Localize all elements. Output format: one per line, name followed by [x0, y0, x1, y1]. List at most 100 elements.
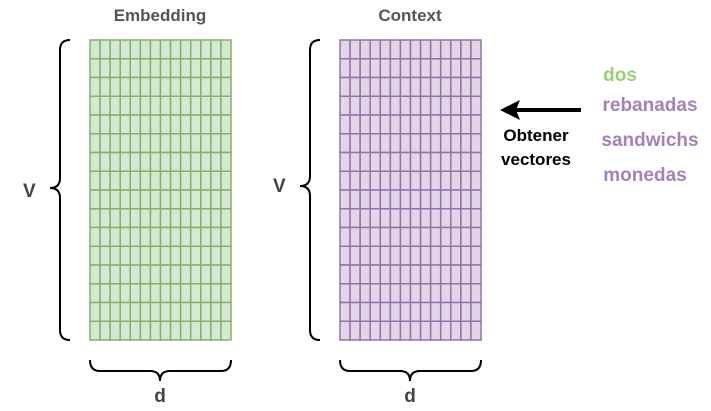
context-cell [419, 245, 432, 266]
embedding-cell [99, 320, 111, 341]
embedding-cell [200, 151, 212, 172]
context-cell [470, 76, 482, 97]
context-cell [369, 283, 382, 304]
context-cell [450, 301, 462, 322]
context-cell [429, 208, 442, 229]
context-cell [359, 264, 371, 285]
embedding-cell [159, 189, 172, 210]
embedding-cell [159, 95, 172, 116]
context-cell [429, 245, 442, 266]
context-cell [349, 245, 361, 266]
embedding-cell [139, 208, 152, 229]
context-cell [389, 245, 402, 266]
embedding-cell [129, 58, 142, 79]
context-cell [379, 114, 392, 135]
context-cell [359, 301, 371, 322]
embedding-cell [129, 208, 142, 229]
context-cell [409, 114, 422, 135]
context-cell [429, 189, 442, 210]
context-cell [450, 264, 462, 285]
context-cell [379, 76, 392, 97]
context-cell [349, 301, 361, 322]
embedding-cell [99, 264, 111, 285]
embedding-cell [189, 58, 202, 79]
context-cell [409, 133, 422, 154]
context-cell [359, 133, 371, 154]
embedding-cell [129, 245, 142, 266]
embedding-cell [220, 283, 232, 304]
embedding-cell [159, 58, 172, 79]
embedding-cell [200, 208, 212, 229]
embedding-matrix-grid [89, 39, 232, 341]
embedding-d-brace [89, 359, 232, 382]
context-cell [470, 58, 482, 79]
embedding-cell [149, 245, 162, 266]
embedding-cell [189, 283, 202, 304]
embedding-cell [179, 114, 192, 135]
context-cell [450, 208, 462, 229]
context-cell [339, 170, 351, 191]
embedding-cell [99, 58, 111, 79]
context-cell [359, 208, 371, 229]
embedding-cell [159, 39, 172, 60]
context-cell [339, 39, 351, 60]
embedding-cell [109, 208, 121, 229]
embedding-cell [169, 264, 182, 285]
context-cell [339, 320, 351, 341]
embedding-cell [89, 58, 101, 79]
context-cell [399, 151, 412, 172]
embedding-cell [179, 320, 192, 341]
embedding-cell [119, 39, 132, 60]
embedding-cell [179, 264, 192, 285]
context-cell [460, 320, 472, 341]
embedding-cell [109, 39, 121, 60]
context-cell [419, 39, 432, 60]
word-monedas: monedas [603, 165, 687, 186]
embedding-cell [210, 264, 222, 285]
context-cell [359, 170, 371, 191]
context-cell [369, 189, 382, 210]
embedding-cell [119, 208, 132, 229]
context-cell [439, 301, 452, 322]
context-cell [359, 95, 371, 116]
context-cell [359, 245, 371, 266]
embedding-cell [179, 245, 192, 266]
embedding-cell [179, 170, 192, 191]
context-cell [419, 133, 432, 154]
embedding-cell [139, 170, 152, 191]
embedding-cell [210, 39, 222, 60]
context-cell [359, 189, 371, 210]
embedding-cell [210, 133, 222, 154]
context-cell [429, 76, 442, 97]
embedding-cell [109, 58, 121, 79]
context-cell [470, 283, 482, 304]
embedding-cell [169, 301, 182, 322]
embedding-cell [179, 301, 192, 322]
embedding-cell [99, 170, 111, 191]
context-cell [409, 170, 422, 191]
context-cell [419, 95, 432, 116]
embedding-cell [189, 264, 202, 285]
embedding-cell [99, 245, 111, 266]
word-dos: dos [603, 65, 637, 86]
context-cell [419, 208, 432, 229]
context-cell [470, 170, 482, 191]
embedding-cell [210, 114, 222, 135]
context-cell [409, 39, 422, 60]
embedding-cell [89, 95, 101, 116]
context-cell [389, 170, 402, 191]
embedding-cell [109, 170, 121, 191]
context-cell [429, 301, 442, 322]
context-cell [450, 226, 462, 247]
embedding-cell [139, 58, 152, 79]
embedding-cell [210, 320, 222, 341]
embedding-cell [220, 320, 232, 341]
context-cell [379, 133, 392, 154]
embedding-cell [210, 76, 222, 97]
context-cell [409, 226, 422, 247]
embedding-cell [200, 76, 212, 97]
context-cell [419, 283, 432, 304]
embedding-cell [119, 95, 132, 116]
context-cell [339, 189, 351, 210]
context-cell [439, 320, 452, 341]
